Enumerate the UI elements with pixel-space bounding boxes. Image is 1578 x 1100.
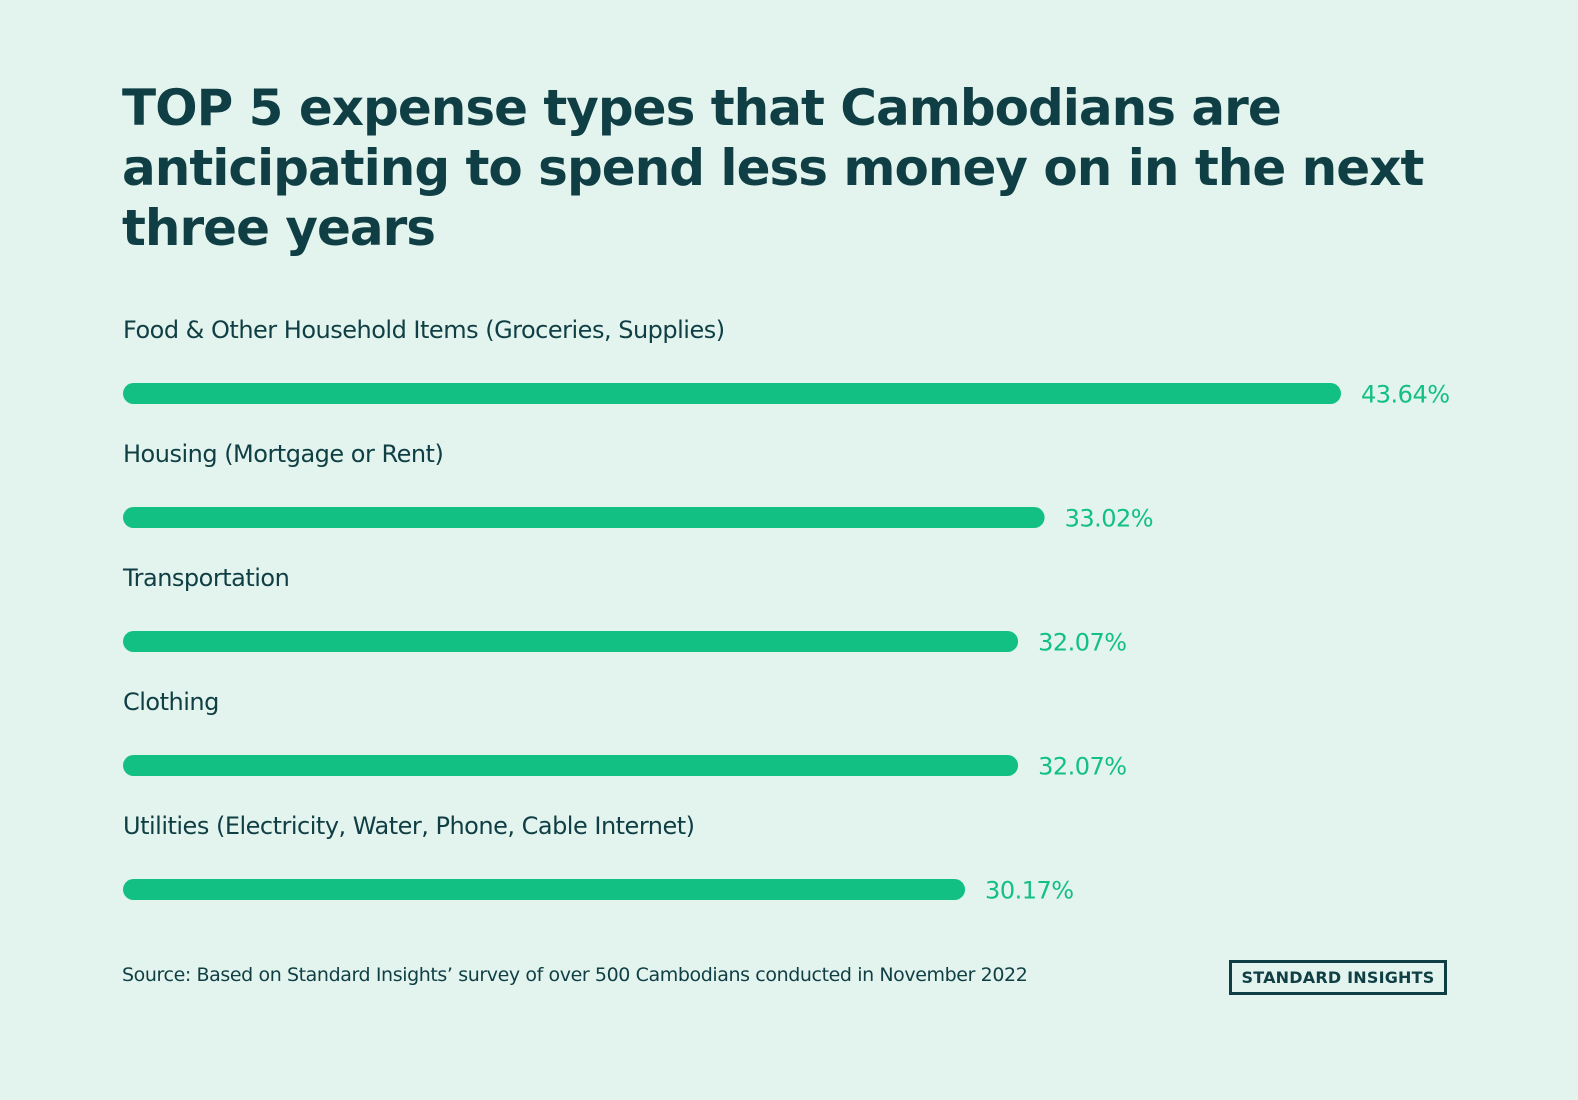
brand-logo: STANDARD INSIGHTS [1229, 960, 1447, 995]
value-label: 32.07% [1038, 753, 1127, 781]
bar-chart: Food & Other Household Items (Groceries,… [122, 316, 1450, 905]
value-label: 33.02% [1065, 505, 1154, 533]
value-label: 32.07% [1038, 629, 1127, 657]
value-label: 43.64% [1361, 381, 1450, 409]
bar [123, 755, 1019, 776]
source-note: Source: Based on Standard Insights’ surv… [122, 964, 1028, 986]
value-label: 30.17% [985, 877, 1074, 905]
bar [123, 507, 1045, 528]
category-label: Clothing [123, 688, 219, 716]
bar [123, 631, 1019, 652]
chart-title: TOP 5 expense types that Cambodians are … [122, 79, 1424, 257]
bar [123, 879, 966, 900]
category-label: Utilities (Electricity, Water, Phone, Ca… [123, 812, 695, 840]
category-label: Housing (Mortgage or Rent) [123, 440, 443, 468]
bar [123, 383, 1341, 404]
category-label: Transportation [122, 564, 289, 592]
category-label: Food & Other Household Items (Groceries,… [123, 316, 725, 344]
